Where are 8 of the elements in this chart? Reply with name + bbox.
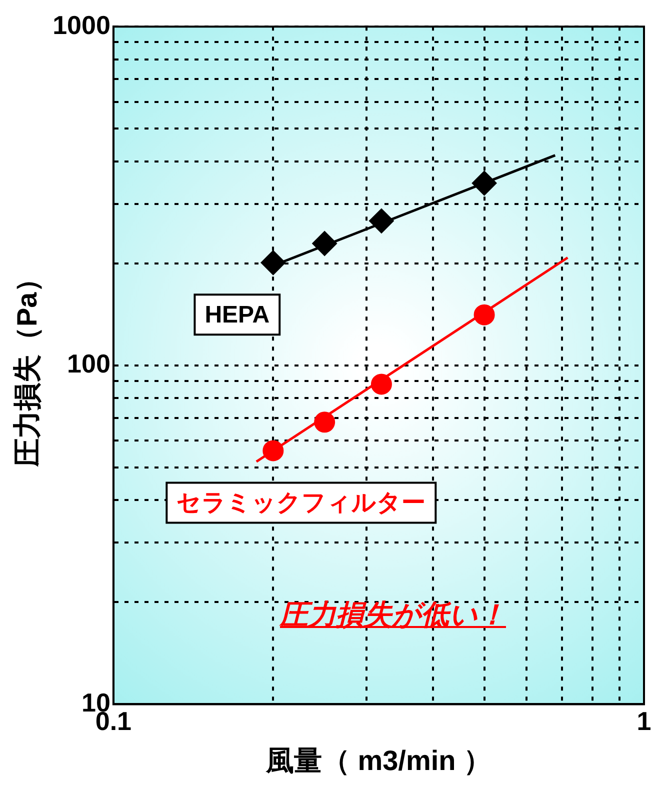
y-tick-label: 1000: [52, 10, 110, 40]
annotation: 圧力損失が低い！: [278, 598, 507, 632]
y-tick-label: 100: [67, 348, 110, 379]
text: セラミックフィルター: [176, 489, 426, 516]
series-label: HEPA: [204, 301, 270, 328]
y-axis-title: 圧力損失（Pa）: [12, 264, 43, 468]
x-tick-label: 1: [636, 706, 652, 736]
x-axis-title: 風量（ m3/min ）: [264, 744, 492, 776]
